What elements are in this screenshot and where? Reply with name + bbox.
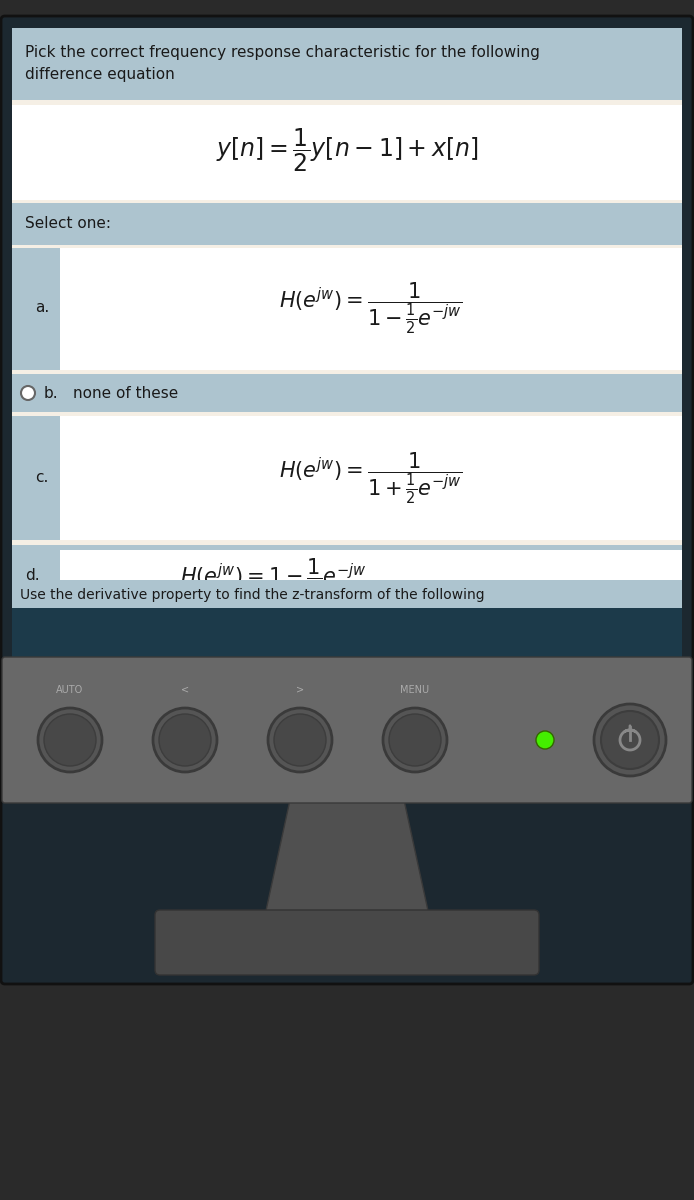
FancyBboxPatch shape [12,546,60,604]
Text: <: < [181,685,189,695]
Text: Pick the correct frequency response characteristic for the following: Pick the correct frequency response char… [25,44,540,60]
Polygon shape [264,800,430,920]
FancyBboxPatch shape [60,248,682,370]
Text: c.: c. [35,470,49,486]
FancyBboxPatch shape [60,416,682,540]
Text: Select one:: Select one: [25,216,111,230]
FancyBboxPatch shape [12,248,682,370]
Circle shape [274,714,326,766]
FancyBboxPatch shape [12,580,682,610]
Text: $H(e^{jw}) = 1 - \dfrac{1}{2}e^{-jw}$: $H(e^{jw}) = 1 - \dfrac{1}{2}e^{-jw}$ [180,557,367,599]
FancyBboxPatch shape [12,416,682,540]
Text: d.: d. [25,568,40,582]
Text: MENU: MENU [400,685,430,695]
Text: $H(e^{jw}) = \dfrac{1}{1 + \frac{1}{2}e^{-jw}}$: $H(e^{jw}) = \dfrac{1}{1 + \frac{1}{2}e^… [279,450,463,505]
Text: b.: b. [44,385,58,401]
FancyBboxPatch shape [12,608,682,660]
Circle shape [268,708,332,772]
Text: Use the derivative property to find the z-transform of the following: Use the derivative property to find the … [20,588,484,602]
FancyBboxPatch shape [12,203,682,245]
Text: $H(e^{jw}) = \dfrac{1}{1 - \frac{1}{2}e^{-jw}}$: $H(e^{jw}) = \dfrac{1}{1 - \frac{1}{2}e^… [279,281,463,336]
FancyBboxPatch shape [2,658,692,803]
Text: a.: a. [35,300,49,316]
FancyBboxPatch shape [12,550,682,605]
FancyBboxPatch shape [155,910,539,974]
FancyBboxPatch shape [12,104,682,200]
Circle shape [38,708,102,772]
Circle shape [594,704,666,776]
Circle shape [389,714,441,766]
FancyBboxPatch shape [12,374,682,412]
FancyBboxPatch shape [12,28,682,100]
Text: difference equation: difference equation [25,67,175,82]
Text: $y[n] = \dfrac{1}{2}y[n-1] + x[n]$: $y[n] = \dfrac{1}{2}y[n-1] + x[n]$ [216,126,478,174]
Text: AUTO: AUTO [56,685,83,695]
Circle shape [536,731,554,749]
Circle shape [159,714,211,766]
Text: d.: d. [25,554,40,570]
Text: >: > [296,685,304,695]
Circle shape [44,714,96,766]
FancyBboxPatch shape [1,16,693,984]
Circle shape [21,386,35,400]
Circle shape [153,708,217,772]
Text: none of these: none of these [73,385,178,401]
Circle shape [383,708,447,772]
Circle shape [601,710,659,769]
FancyBboxPatch shape [12,545,682,605]
FancyBboxPatch shape [12,28,682,610]
